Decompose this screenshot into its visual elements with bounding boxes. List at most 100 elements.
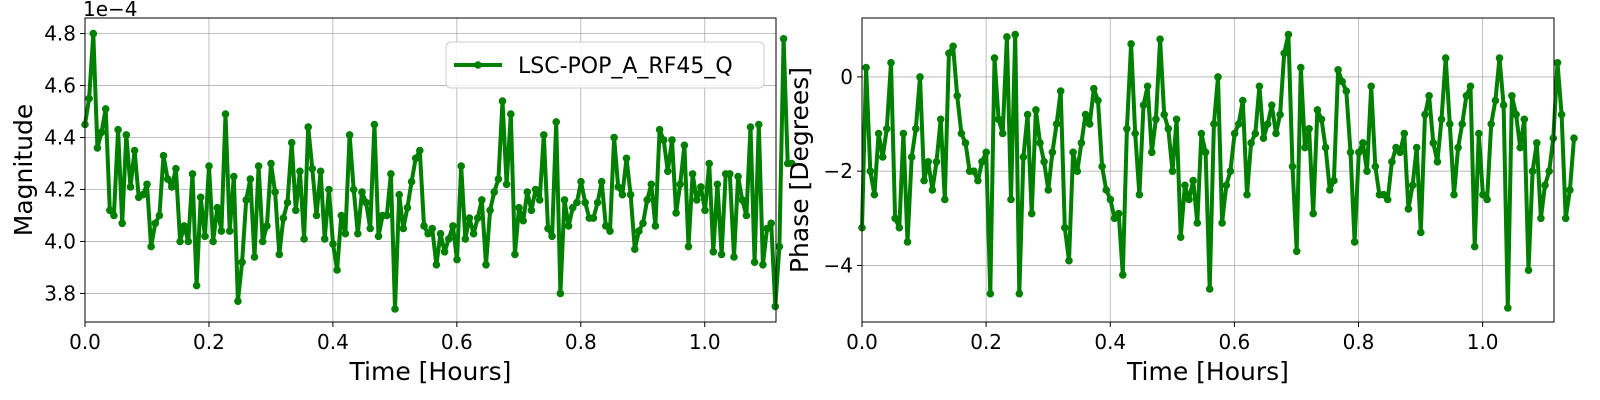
data-point bbox=[1098, 162, 1106, 171]
data-point bbox=[163, 175, 172, 183]
data-point bbox=[1160, 110, 1168, 119]
data-point bbox=[1040, 158, 1048, 166]
data-point bbox=[1537, 214, 1545, 223]
data-point bbox=[180, 222, 188, 230]
data-point bbox=[1280, 49, 1288, 58]
data-point bbox=[1168, 167, 1177, 175]
data-point bbox=[994, 115, 1003, 124]
data-point bbox=[1462, 92, 1471, 100]
data-point bbox=[143, 180, 151, 189]
data-point bbox=[383, 211, 391, 220]
data-point bbox=[581, 198, 589, 207]
data-point bbox=[1495, 54, 1504, 62]
data-point bbox=[659, 136, 668, 144]
y-tick-label: 3.8 bbox=[44, 281, 76, 305]
data-point bbox=[1259, 134, 1268, 142]
data-point bbox=[1106, 195, 1115, 204]
data-point bbox=[1065, 256, 1073, 265]
data-point bbox=[428, 224, 437, 233]
data-point bbox=[1007, 195, 1015, 204]
data-point bbox=[544, 224, 552, 233]
data-point bbox=[1226, 167, 1235, 175]
data-point bbox=[1288, 162, 1297, 171]
data-point bbox=[300, 235, 308, 243]
data-point bbox=[1052, 120, 1061, 128]
data-point bbox=[1127, 40, 1135, 48]
data-point bbox=[912, 125, 920, 133]
data-point bbox=[597, 177, 606, 186]
data-point bbox=[159, 151, 168, 160]
data-point bbox=[878, 153, 887, 161]
data-point bbox=[469, 229, 478, 238]
x-tick-label: 0.4 bbox=[1094, 330, 1126, 354]
data-point bbox=[486, 206, 494, 215]
data-point bbox=[1454, 143, 1462, 152]
x-axis-title: Time [Hours] bbox=[349, 357, 512, 386]
x-tick-label: 0.2 bbox=[193, 330, 225, 354]
data-point bbox=[1363, 167, 1371, 175]
data-point bbox=[1077, 139, 1086, 147]
data-point bbox=[1251, 129, 1260, 138]
data-point bbox=[1297, 63, 1305, 72]
data-point bbox=[693, 196, 701, 204]
data-point bbox=[573, 198, 581, 207]
data-point bbox=[1466, 82, 1475, 91]
data-point bbox=[238, 258, 246, 267]
data-point bbox=[192, 281, 201, 290]
data-point bbox=[1553, 59, 1562, 67]
x-tick-label: 0.6 bbox=[1218, 330, 1250, 354]
data-point bbox=[1123, 125, 1131, 133]
data-point bbox=[188, 170, 197, 178]
data-point bbox=[213, 203, 222, 212]
data-point bbox=[788, 159, 796, 168]
data-point bbox=[895, 223, 904, 232]
data-point bbox=[672, 209, 680, 217]
data-point bbox=[1119, 271, 1127, 279]
data-point bbox=[1305, 125, 1313, 133]
data-point bbox=[998, 129, 1007, 138]
data-point bbox=[1570, 134, 1578, 142]
data-point bbox=[936, 115, 945, 124]
data-point bbox=[916, 73, 924, 81]
data-point bbox=[254, 162, 263, 170]
data-point bbox=[1516, 143, 1524, 152]
data-point bbox=[1512, 110, 1520, 119]
data-point bbox=[1048, 148, 1057, 157]
data-point bbox=[523, 188, 532, 196]
data-point bbox=[1475, 129, 1483, 138]
data-point bbox=[651, 222, 660, 230]
data-point bbox=[874, 129, 883, 138]
data-point bbox=[263, 222, 271, 230]
data-point bbox=[287, 138, 296, 147]
data-point bbox=[862, 63, 870, 72]
data-point bbox=[631, 245, 639, 253]
x-tick-label: 0.2 bbox=[970, 330, 1002, 354]
data-point bbox=[1247, 139, 1255, 147]
data-point bbox=[589, 214, 598, 222]
data-point bbox=[312, 211, 321, 220]
data-point bbox=[717, 250, 726, 259]
data-point bbox=[1321, 143, 1330, 152]
data-point bbox=[1433, 158, 1442, 166]
data-point bbox=[1061, 223, 1069, 232]
data-point bbox=[507, 110, 515, 118]
data-point bbox=[1268, 101, 1276, 109]
data-point bbox=[1139, 101, 1148, 109]
data-point bbox=[1135, 190, 1144, 199]
data-point bbox=[217, 227, 226, 235]
data-point bbox=[374, 232, 383, 241]
data-point bbox=[1073, 167, 1082, 175]
data-point bbox=[490, 188, 499, 196]
data-point bbox=[1044, 186, 1053, 194]
data-point bbox=[1557, 110, 1566, 119]
data-point bbox=[271, 188, 279, 196]
data-point bbox=[1533, 139, 1541, 147]
data-point bbox=[974, 176, 982, 185]
x-tick-label: 1.0 bbox=[1467, 330, 1499, 354]
data-point bbox=[118, 219, 126, 228]
data-point bbox=[1545, 167, 1553, 175]
data-point bbox=[907, 153, 916, 161]
data-point bbox=[1094, 96, 1102, 105]
y-tick-label: 4.8 bbox=[44, 22, 76, 46]
